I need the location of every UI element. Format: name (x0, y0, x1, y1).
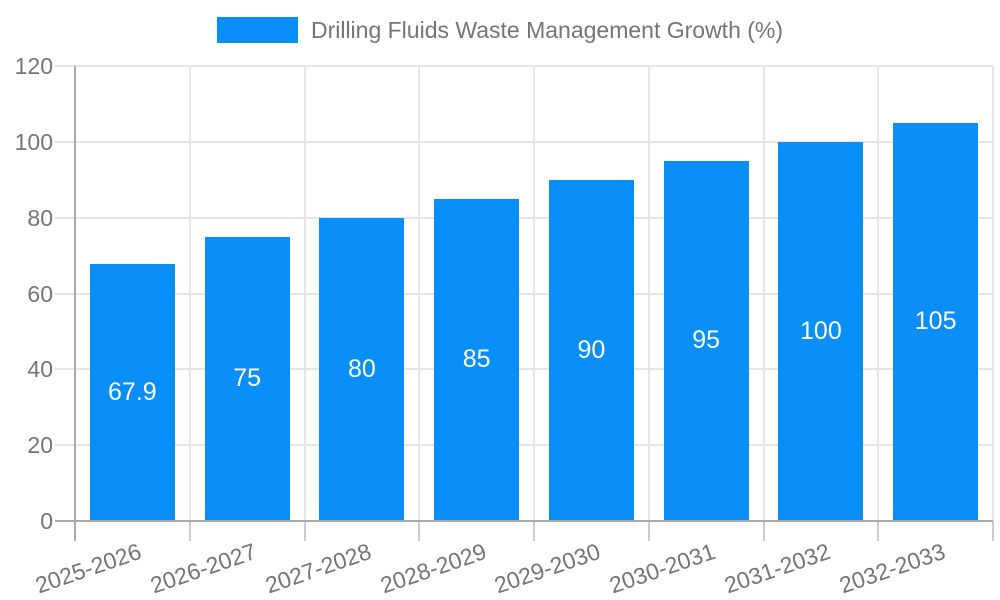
x-axis-tickmark (418, 521, 421, 541)
y-axis-tick-label: 40 (27, 356, 53, 383)
x-axis-tickmark (877, 521, 880, 541)
bar-value-label: 95 (692, 326, 721, 355)
bar[interactable]: 75 (204, 236, 290, 521)
x-gridline (303, 66, 306, 521)
x-axis-category-label: 2031-2032 (720, 538, 834, 599)
bar-value-label: 80 (347, 354, 376, 383)
x-axis-category-label: 2030-2031 (606, 538, 719, 599)
bar[interactable]: 67.9 (89, 263, 175, 521)
x-axis-category-label: 2025-2026 (32, 538, 145, 599)
y-gridline (55, 65, 993, 67)
x-gridline (762, 66, 765, 521)
x-axis-category-label: 2028-2029 (376, 538, 490, 599)
bar-value-label: 90 (577, 335, 606, 364)
x-axis-category-label: 2029-2030 (491, 538, 604, 599)
bar[interactable]: 85 (434, 198, 520, 521)
x-axis-tickmark (303, 521, 306, 541)
legend-swatch-icon (216, 17, 298, 43)
y-axis-tick-label: 20 (27, 432, 53, 459)
y-axis-tick-label: 0 (40, 508, 53, 534)
x-axis-category-label: 2026-2027 (147, 538, 260, 599)
x-gridline (647, 66, 650, 521)
y-axis-tick-label: 120 (14, 53, 53, 79)
x-axis-category-label: 2032-2033 (835, 538, 949, 599)
x-axis-tickmark (647, 521, 650, 541)
legend-label: Drilling Fluids Waste Management Growth … (310, 17, 784, 43)
y-gridline (55, 140, 993, 143)
y-axis-tick-label: 100 (14, 128, 53, 155)
y-axis-line (74, 66, 76, 541)
bar-value-label: 75 (233, 364, 262, 393)
bar[interactable]: 95 (663, 160, 749, 521)
bar-value-label: 85 (462, 345, 491, 374)
y-gridline (55, 216, 993, 219)
bar[interactable]: 90 (548, 179, 634, 521)
y-gridline (55, 292, 993, 295)
y-gridline (55, 368, 993, 371)
bar[interactable]: 100 (778, 141, 864, 521)
x-gridline (188, 66, 191, 521)
bar-value-label: 67.9 (108, 377, 157, 406)
x-gridline (418, 66, 421, 521)
bar-value-label: 105 (914, 307, 957, 336)
x-gridline (877, 66, 880, 521)
y-gridline (55, 444, 993, 447)
bar[interactable]: 105 (893, 122, 979, 521)
y-axis-tick-label: 80 (27, 204, 53, 231)
bar[interactable]: 80 (319, 217, 405, 521)
x-axis-tickmark (762, 521, 765, 541)
x-axis-tickmark (992, 521, 994, 541)
bar-value-label: 100 (800, 316, 842, 345)
x-gridline (533, 66, 535, 521)
x-axis-line (55, 520, 993, 522)
x-axis-tickmark (533, 521, 535, 541)
y-axis-tick-label: 60 (27, 280, 53, 307)
x-axis-category-label: 2027-2028 (261, 538, 375, 599)
x-gridline (992, 66, 994, 521)
x-axis-tickmark (188, 521, 191, 541)
legend[interactable]: Drilling Fluids Waste Management Growth … (0, 15, 1000, 45)
